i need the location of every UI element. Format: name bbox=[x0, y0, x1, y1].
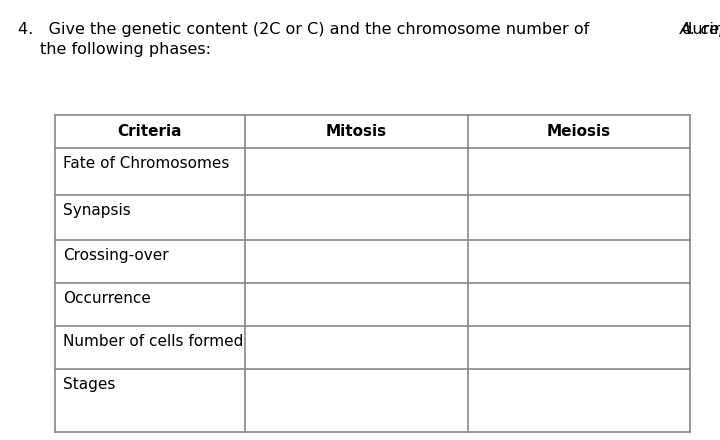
Text: Number of cells formed: Number of cells formed bbox=[63, 334, 243, 349]
Text: Synapsis: Synapsis bbox=[63, 203, 131, 218]
Text: Occurrence: Occurrence bbox=[63, 291, 151, 306]
Text: Stages: Stages bbox=[63, 377, 115, 392]
Text: 4.   Give the genetic content (2C or C) and the chromosome number of: 4. Give the genetic content (2C or C) an… bbox=[18, 22, 595, 37]
Text: Meiosis: Meiosis bbox=[547, 124, 611, 139]
Text: Crossing-over: Crossing-over bbox=[63, 248, 168, 263]
Text: Mitosis: Mitosis bbox=[326, 124, 387, 139]
Text: Fate of Chromosomes: Fate of Chromosomes bbox=[63, 156, 230, 171]
Text: the following phases:: the following phases: bbox=[40, 42, 211, 57]
Text: Criteria: Criteria bbox=[118, 124, 182, 139]
Text: A. cepa: A. cepa bbox=[680, 22, 720, 37]
Text: during: during bbox=[678, 22, 720, 37]
